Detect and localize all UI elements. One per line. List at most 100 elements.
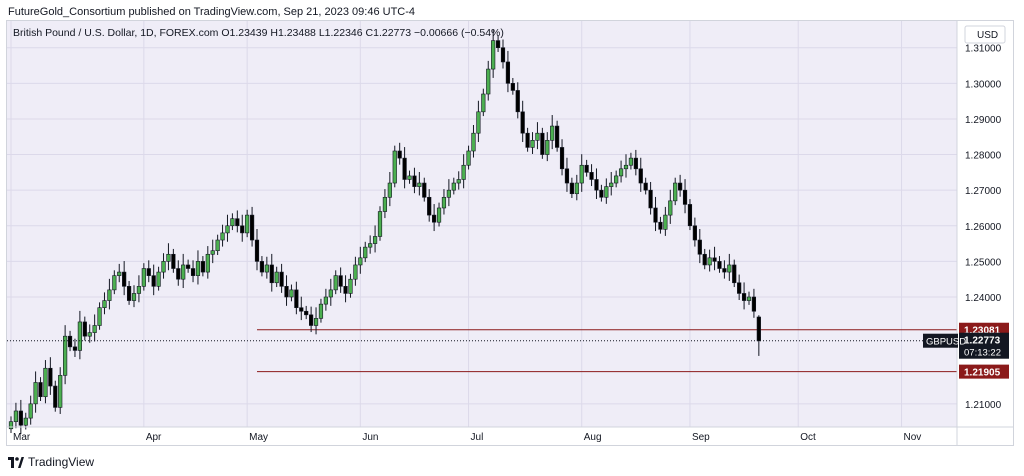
candle-down [520,111,525,134]
candle-down [259,261,265,273]
plot-background [7,21,957,427]
candle-up [13,410,19,422]
candle-up [225,225,230,234]
candle-up [382,196,388,212]
candle-down [510,83,515,91]
candle-down [190,268,196,276]
candle-up [623,164,629,170]
candle-up [609,182,614,187]
candle-up [87,332,92,337]
currency-label: USD [977,30,998,41]
candle-down [343,286,348,294]
candle-down [269,264,274,284]
candle-up [368,243,373,248]
candle-down [200,261,205,273]
candle-up [77,321,82,351]
candle-up [471,132,476,152]
level-price-label: 1.23081 [964,326,1001,337]
price-tick-label: 1.28000 [965,151,1002,162]
candle-up [451,182,456,191]
candle-down [732,264,737,284]
candle-up [446,189,451,198]
candle-down [422,182,427,198]
candle-down [72,346,78,351]
candle-up [220,232,225,241]
time-tick-label: May [249,432,268,443]
time-tick-label: Aug [584,432,602,443]
candle-up [392,150,397,184]
price-tick-label: 1.25000 [965,257,1002,268]
candle-down [589,172,594,180]
publisher-caption: FutureGold_Consortium published on Tradi… [8,6,416,18]
candle-down [309,314,314,326]
candle-up [8,421,14,430]
candle-down [564,168,570,184]
candle-up [486,68,491,95]
brand-name: TradingView [28,455,95,469]
price-axis: 1.31000 1.30000 1.29000 1.28000 1.27000 1.260… [956,21,1002,445]
candle-up [574,182,579,195]
candle-down [299,307,304,312]
candle-down [235,218,240,227]
symbol-tag [923,333,958,348]
candle-up [274,271,279,284]
candle-down [584,164,589,173]
time-tick-label: Mar [13,432,31,443]
candle-up [117,271,122,276]
candle-up [102,300,107,308]
candle-down [756,316,761,342]
candle-up [461,164,466,180]
price-tick-label: 1.21000 [965,400,1002,411]
candle-up [377,211,383,237]
candle-down [186,264,191,269]
candle-down [53,385,58,408]
candle-up [323,296,328,305]
candles [8,29,761,435]
candle-down [525,132,530,148]
candle-up [264,264,269,273]
chart-title: British Pound / U.S. Dollar, 1D, FOREX.c… [13,27,504,39]
candle-down [240,225,245,234]
candle-down [146,268,151,276]
price-tick-label: 1.29000 [965,115,1002,126]
candle-up [363,246,368,259]
candle-down [678,182,683,191]
candle-up [545,140,550,155]
candle-down [599,189,604,198]
candle-up [245,214,250,234]
candle-down [495,40,501,49]
candle-up [535,132,540,141]
candle-down [559,147,565,170]
price-chart[interactable]: 1.31000 1.30000 1.29000 1.28000 1.27000 1.260… [7,21,1013,445]
time-axis: Mar Apr May Jun Jul Aug Sep Oct Nov [7,426,1013,443]
candle-up [372,236,378,244]
candle-down [505,61,511,84]
candle-down [126,286,132,301]
candle-down [741,293,747,301]
candle-up [530,140,535,148]
candle-up [614,175,619,184]
candle-down [653,207,658,223]
candle-up [476,111,481,134]
candle-up [481,93,486,113]
candle-up [97,307,102,326]
candle-up [215,239,220,252]
time-tick-label: Oct [800,432,816,443]
candle-down [171,253,176,269]
candle-up [313,318,319,326]
candle-down [682,189,688,205]
candle-up [604,186,609,198]
candle-down [648,189,653,209]
candle-up [181,264,186,280]
chart-frame[interactable]: 1.31000 1.30000 1.29000 1.28000 1.27000 1.260… [6,20,1014,446]
candle-up [161,261,166,273]
candle-down [737,282,742,294]
tradingview-logo[interactable]: TradingView [8,455,94,469]
candle-up [156,271,161,287]
candle-up [23,417,28,426]
candle-up [289,289,294,298]
candle-down [751,296,757,312]
price-tick-label: 1.27000 [965,186,1002,197]
candle-down [254,239,260,262]
